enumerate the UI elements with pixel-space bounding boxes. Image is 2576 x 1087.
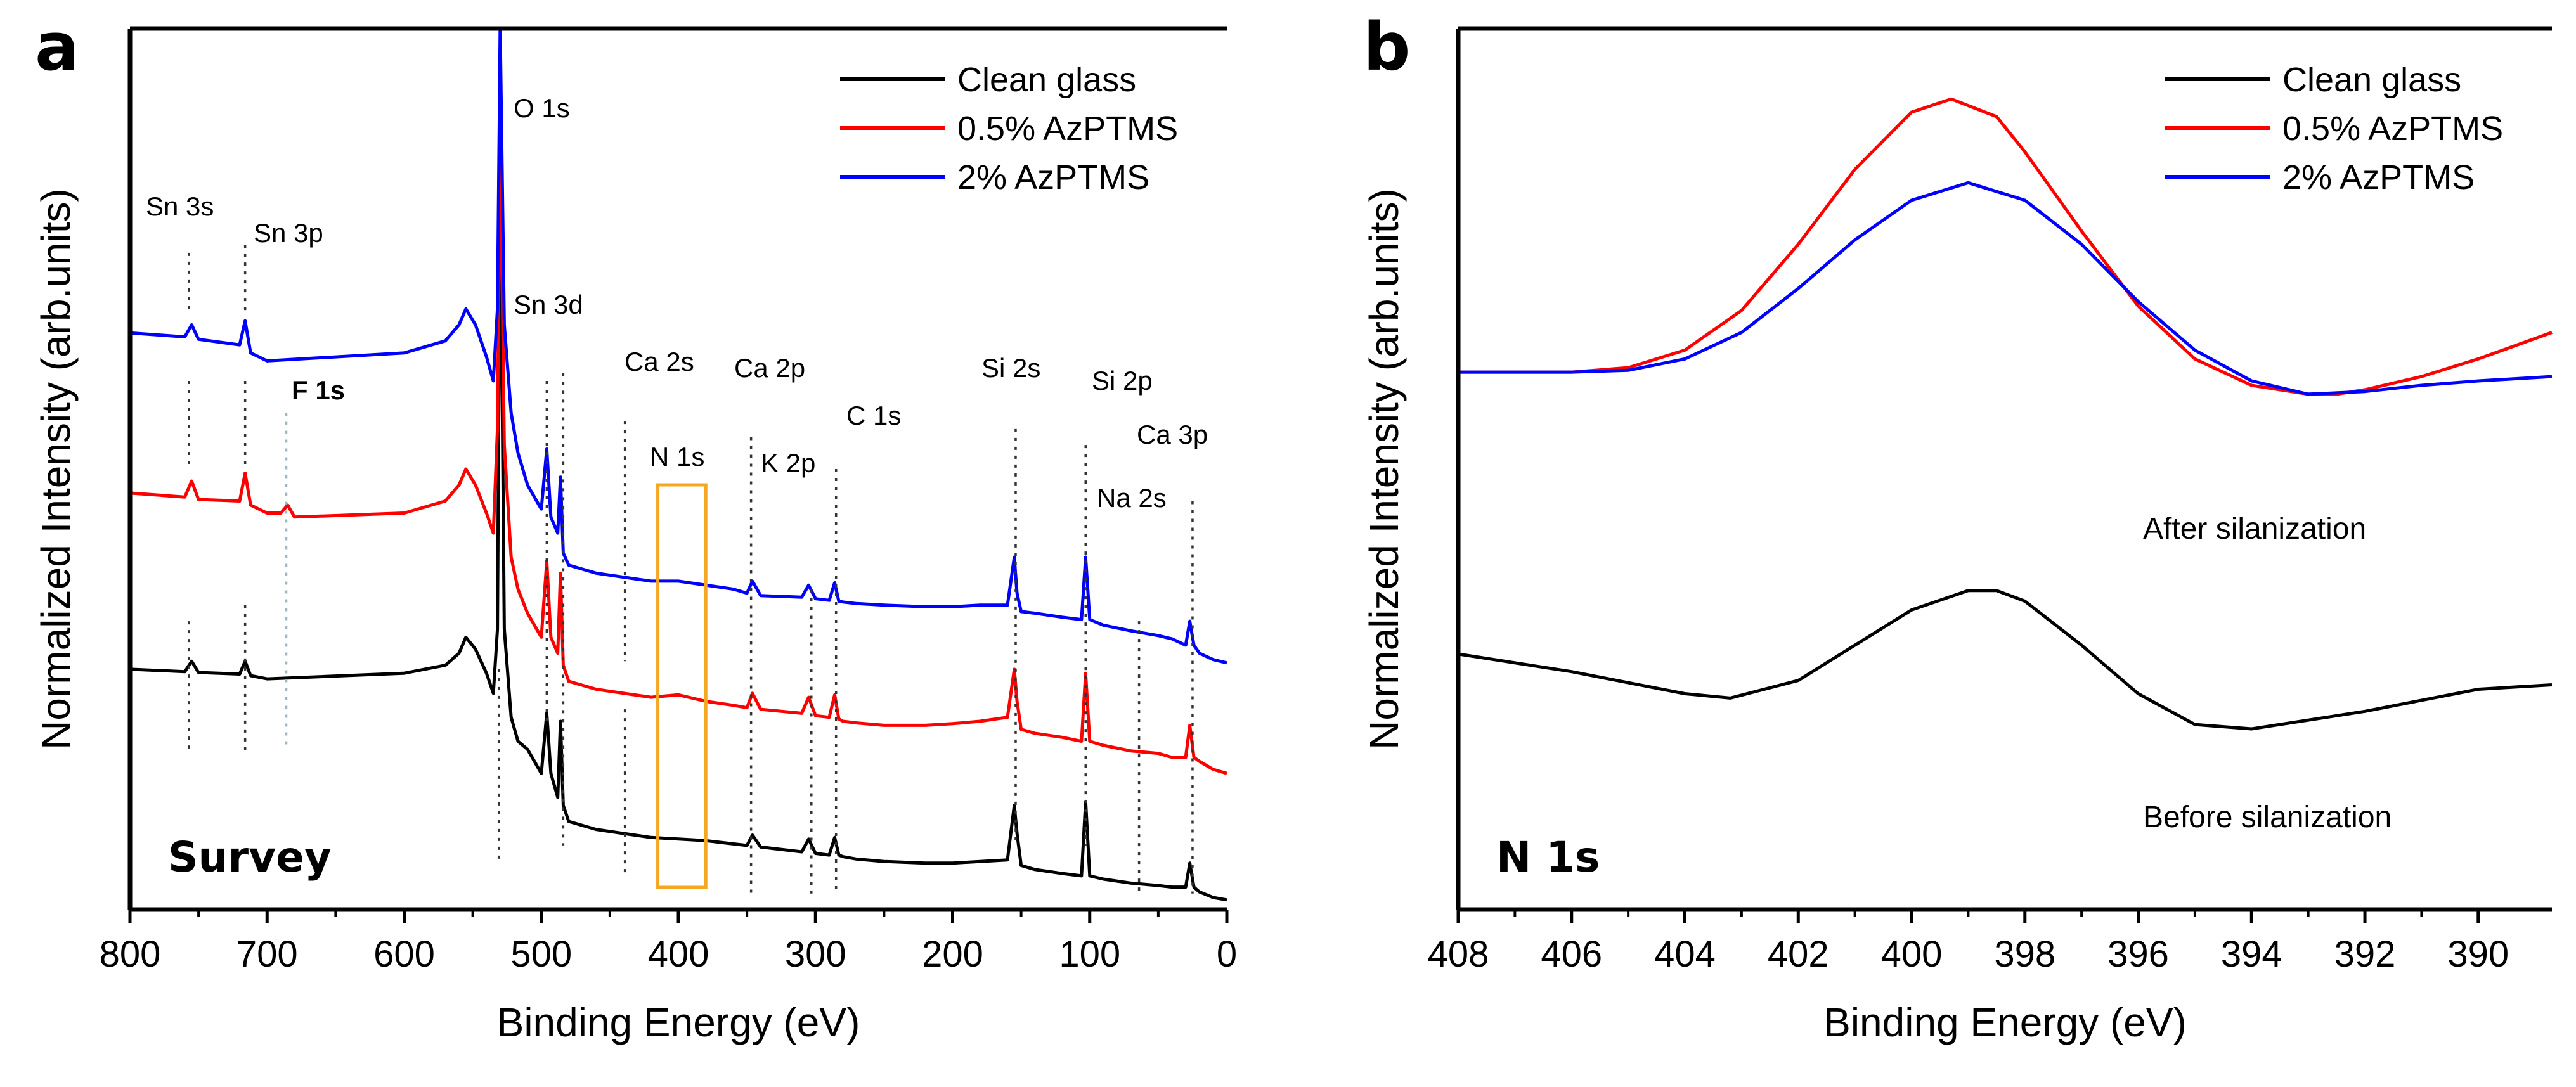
x-tick-label: 400 [648,934,709,975]
plot-b: 408 406 404 402 400 398 396 394 392 390 Binding En… [1361,26,2553,1045]
x-tick-label: 402 [1768,934,1829,975]
peak-label: Ca 3p [1137,420,1208,449]
before-silanization-label: Before silanization [2143,801,2392,834]
x-axis-title: Binding Energy (eV) [1823,1000,2187,1045]
x-tick-label: 390 [2447,934,2509,975]
panel-letter-a: a [35,8,79,86]
peak-label: N 1s [650,442,704,472]
legend-label: 0.5% AzPTMS [2282,110,2503,148]
x-tick-label: 800 [100,934,161,975]
legend: Clean glass 0.5% AzPTMS 2% AzPTMS [2165,61,2503,196]
peak-label: Sn 3p [254,218,323,248]
x-tick-label: 404 [1654,934,1716,975]
legend-label: Clean glass [2282,61,2461,99]
legend-label: 0.5% AzPTMS [957,110,1178,148]
x-tick-label: 408 [1428,934,1489,975]
after-silanization-label: After silanization [2143,512,2366,546]
x-tick-label: 400 [1881,934,1943,975]
peak-label: Si 2p [1092,366,1153,396]
legend-label: Clean glass [957,61,1136,99]
legend-label: 2% AzPTMS [957,158,1149,196]
corner-label: N 1s [1496,833,1600,882]
peak-label: Ca 2p [734,353,805,383]
x-tick-label: 0 [1217,934,1237,975]
y-axis-title: Normalized Intensity (arb.units) [1361,188,1407,750]
x-axis-title: Binding Energy (eV) [497,1000,860,1045]
peak-label: Si 2s [981,353,1040,383]
peak-label: Sn 3s [146,191,214,221]
x-tick-label: 700 [236,934,298,975]
series-line-0 [129,167,1227,902]
x-tick-label: 300 [785,934,846,975]
x-tick-label: 406 [1541,934,1602,975]
panel-letter-b: b [1363,8,1410,86]
x-tick-label: 600 [373,934,435,975]
x-tick-label: 500 [510,934,572,975]
series-line-2 [129,27,1227,665]
n1s-highlight-box [656,483,708,889]
panel-a: a 800 700 600 500 400 300 200 100 0 Binding Energ… [33,8,1237,1045]
peak-label: K 2p [761,448,815,478]
x-tick-label: 396 [2107,934,2169,975]
x-tick-label: 392 [2334,934,2396,975]
peak-label: O 1s [514,93,570,123]
x-tick-label: 398 [1994,934,2055,975]
x-tick-label: 394 [2221,934,2282,975]
panel-b: b 408 406 404 402 400 398 396 394 392 390 Binding … [1361,8,2553,1045]
series-line-2 [1458,181,2553,396]
peak-label: Na 2s [1097,483,1167,513]
corner-label: Survey [168,833,332,882]
x-tick-label: 200 [922,934,983,975]
plot-a: 800 700 600 500 400 300 200 100 0 Binding Energy … [33,26,1237,1045]
peak-label: F 1s [292,375,345,405]
series-line-0 [1458,589,2553,731]
peak-label: C 1s [846,401,901,430]
peak-label: Sn 3d [514,290,583,319]
peak-label: Ca 2s [625,347,694,376]
legend: Clean glass 0.5% AzPTMS 2% AzPTMS [840,61,1178,196]
y-axis-title: Normalized Intensity (arb.units) [33,188,79,750]
legend-label: 2% AzPTMS [2282,158,2475,196]
x-tick-label: 100 [1059,934,1120,975]
